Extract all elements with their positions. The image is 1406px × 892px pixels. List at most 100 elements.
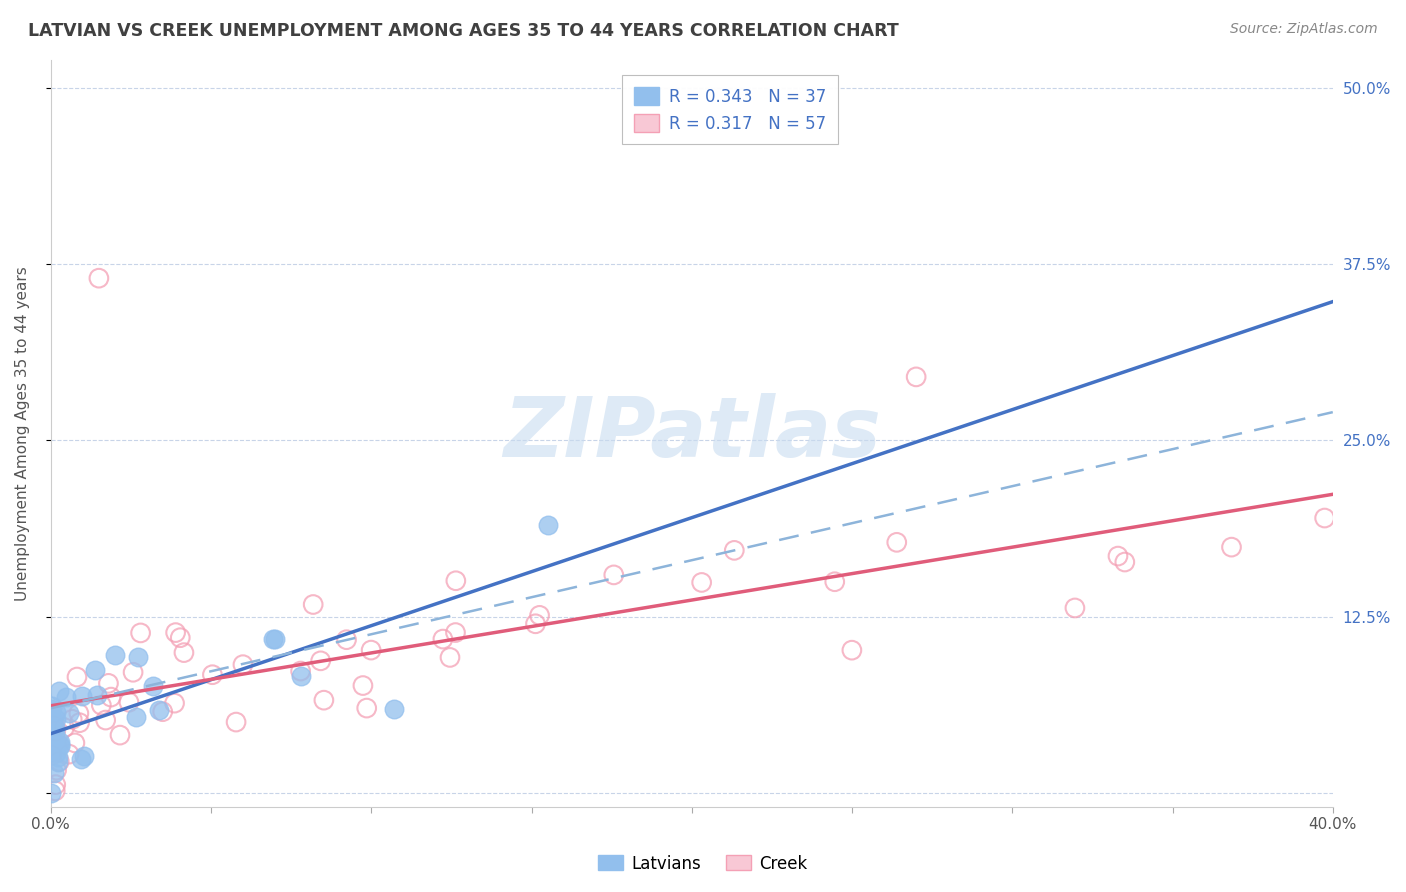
Point <box>70 689 93 703</box>
Point <box>94 713 117 727</box>
Point <box>165 625 187 640</box>
Point <box>39 786 62 800</box>
Point <box>290 669 312 683</box>
Point <box>524 616 547 631</box>
Point <box>169 631 191 645</box>
Point <box>44 727 66 741</box>
Point <box>312 693 335 707</box>
Point <box>108 728 131 742</box>
Point <box>1220 540 1243 554</box>
Point <box>290 664 312 678</box>
Point <box>1313 511 1336 525</box>
Point <box>352 679 374 693</box>
Text: Source: ZipAtlas.com: Source: ZipAtlas.com <box>1230 22 1378 37</box>
Point <box>104 648 127 662</box>
Point <box>841 643 863 657</box>
Point <box>60 712 83 726</box>
Point <box>118 695 141 709</box>
Point <box>1064 601 1087 615</box>
Point <box>141 679 163 693</box>
Point <box>335 632 357 647</box>
Point <box>67 706 90 721</box>
Point <box>49 735 72 749</box>
Point <box>232 657 254 672</box>
Point <box>49 739 72 753</box>
Point <box>90 698 112 712</box>
Point <box>444 574 467 588</box>
Point <box>302 598 325 612</box>
Point <box>439 650 461 665</box>
Point <box>127 649 149 664</box>
Point <box>1107 549 1129 563</box>
Point <box>905 370 928 384</box>
Point <box>225 715 247 730</box>
Point <box>84 664 107 678</box>
Point <box>58 747 80 761</box>
Point <box>41 748 63 763</box>
Text: ZIPatlas: ZIPatlas <box>503 392 880 474</box>
Point <box>173 646 195 660</box>
Point <box>53 721 76 735</box>
Point <box>45 746 67 760</box>
Point <box>86 688 108 702</box>
Point <box>63 736 86 750</box>
Point <box>824 574 846 589</box>
Point <box>262 632 284 647</box>
Point <box>603 568 626 582</box>
Legend: Latvians, Creek: Latvians, Creek <box>592 848 814 880</box>
Point <box>45 763 67 777</box>
Point <box>723 543 745 558</box>
Point <box>48 755 70 769</box>
Point <box>45 712 67 726</box>
Point <box>886 535 908 549</box>
Point <box>360 643 382 657</box>
Point <box>432 632 454 646</box>
Point <box>41 699 63 714</box>
Point <box>42 738 65 752</box>
Point <box>263 632 285 646</box>
Point <box>41 702 63 716</box>
Point <box>42 734 65 748</box>
Y-axis label: Unemployment Among Ages 35 to 44 years: Unemployment Among Ages 35 to 44 years <box>15 266 30 600</box>
Point <box>129 626 152 640</box>
Legend: R = 0.343   N = 37, R = 0.317   N = 57: R = 0.343 N = 37, R = 0.317 N = 57 <box>623 76 838 145</box>
Point <box>45 778 67 792</box>
Point <box>45 705 67 719</box>
Point <box>46 739 69 754</box>
Point <box>42 719 65 733</box>
Point <box>48 738 70 752</box>
Point <box>46 755 69 769</box>
Point <box>42 714 65 729</box>
Point <box>46 750 69 764</box>
Point <box>163 696 186 710</box>
Point <box>201 667 224 681</box>
Point <box>87 271 110 285</box>
Point <box>690 575 713 590</box>
Point <box>382 702 405 716</box>
Point <box>536 518 558 533</box>
Point <box>529 608 551 623</box>
Point <box>69 752 91 766</box>
Point <box>44 765 66 780</box>
Point <box>97 676 120 690</box>
Point <box>69 715 91 730</box>
Point <box>152 705 174 719</box>
Point <box>55 690 77 705</box>
Point <box>122 665 145 680</box>
Text: LATVIAN VS CREEK UNEMPLOYMENT AMONG AGES 35 TO 44 YEARS CORRELATION CHART: LATVIAN VS CREEK UNEMPLOYMENT AMONG AGES… <box>28 22 898 40</box>
Point <box>356 701 378 715</box>
Point <box>44 721 66 735</box>
Point <box>309 654 332 668</box>
Point <box>44 784 66 798</box>
Point <box>58 706 80 720</box>
Point <box>72 748 94 763</box>
Point <box>100 690 122 705</box>
Point <box>41 744 63 758</box>
Point <box>1114 555 1136 569</box>
Point <box>66 670 89 684</box>
Point <box>125 709 148 723</box>
Point <box>444 625 467 640</box>
Point <box>48 683 70 698</box>
Point <box>45 724 67 739</box>
Point <box>148 703 170 717</box>
